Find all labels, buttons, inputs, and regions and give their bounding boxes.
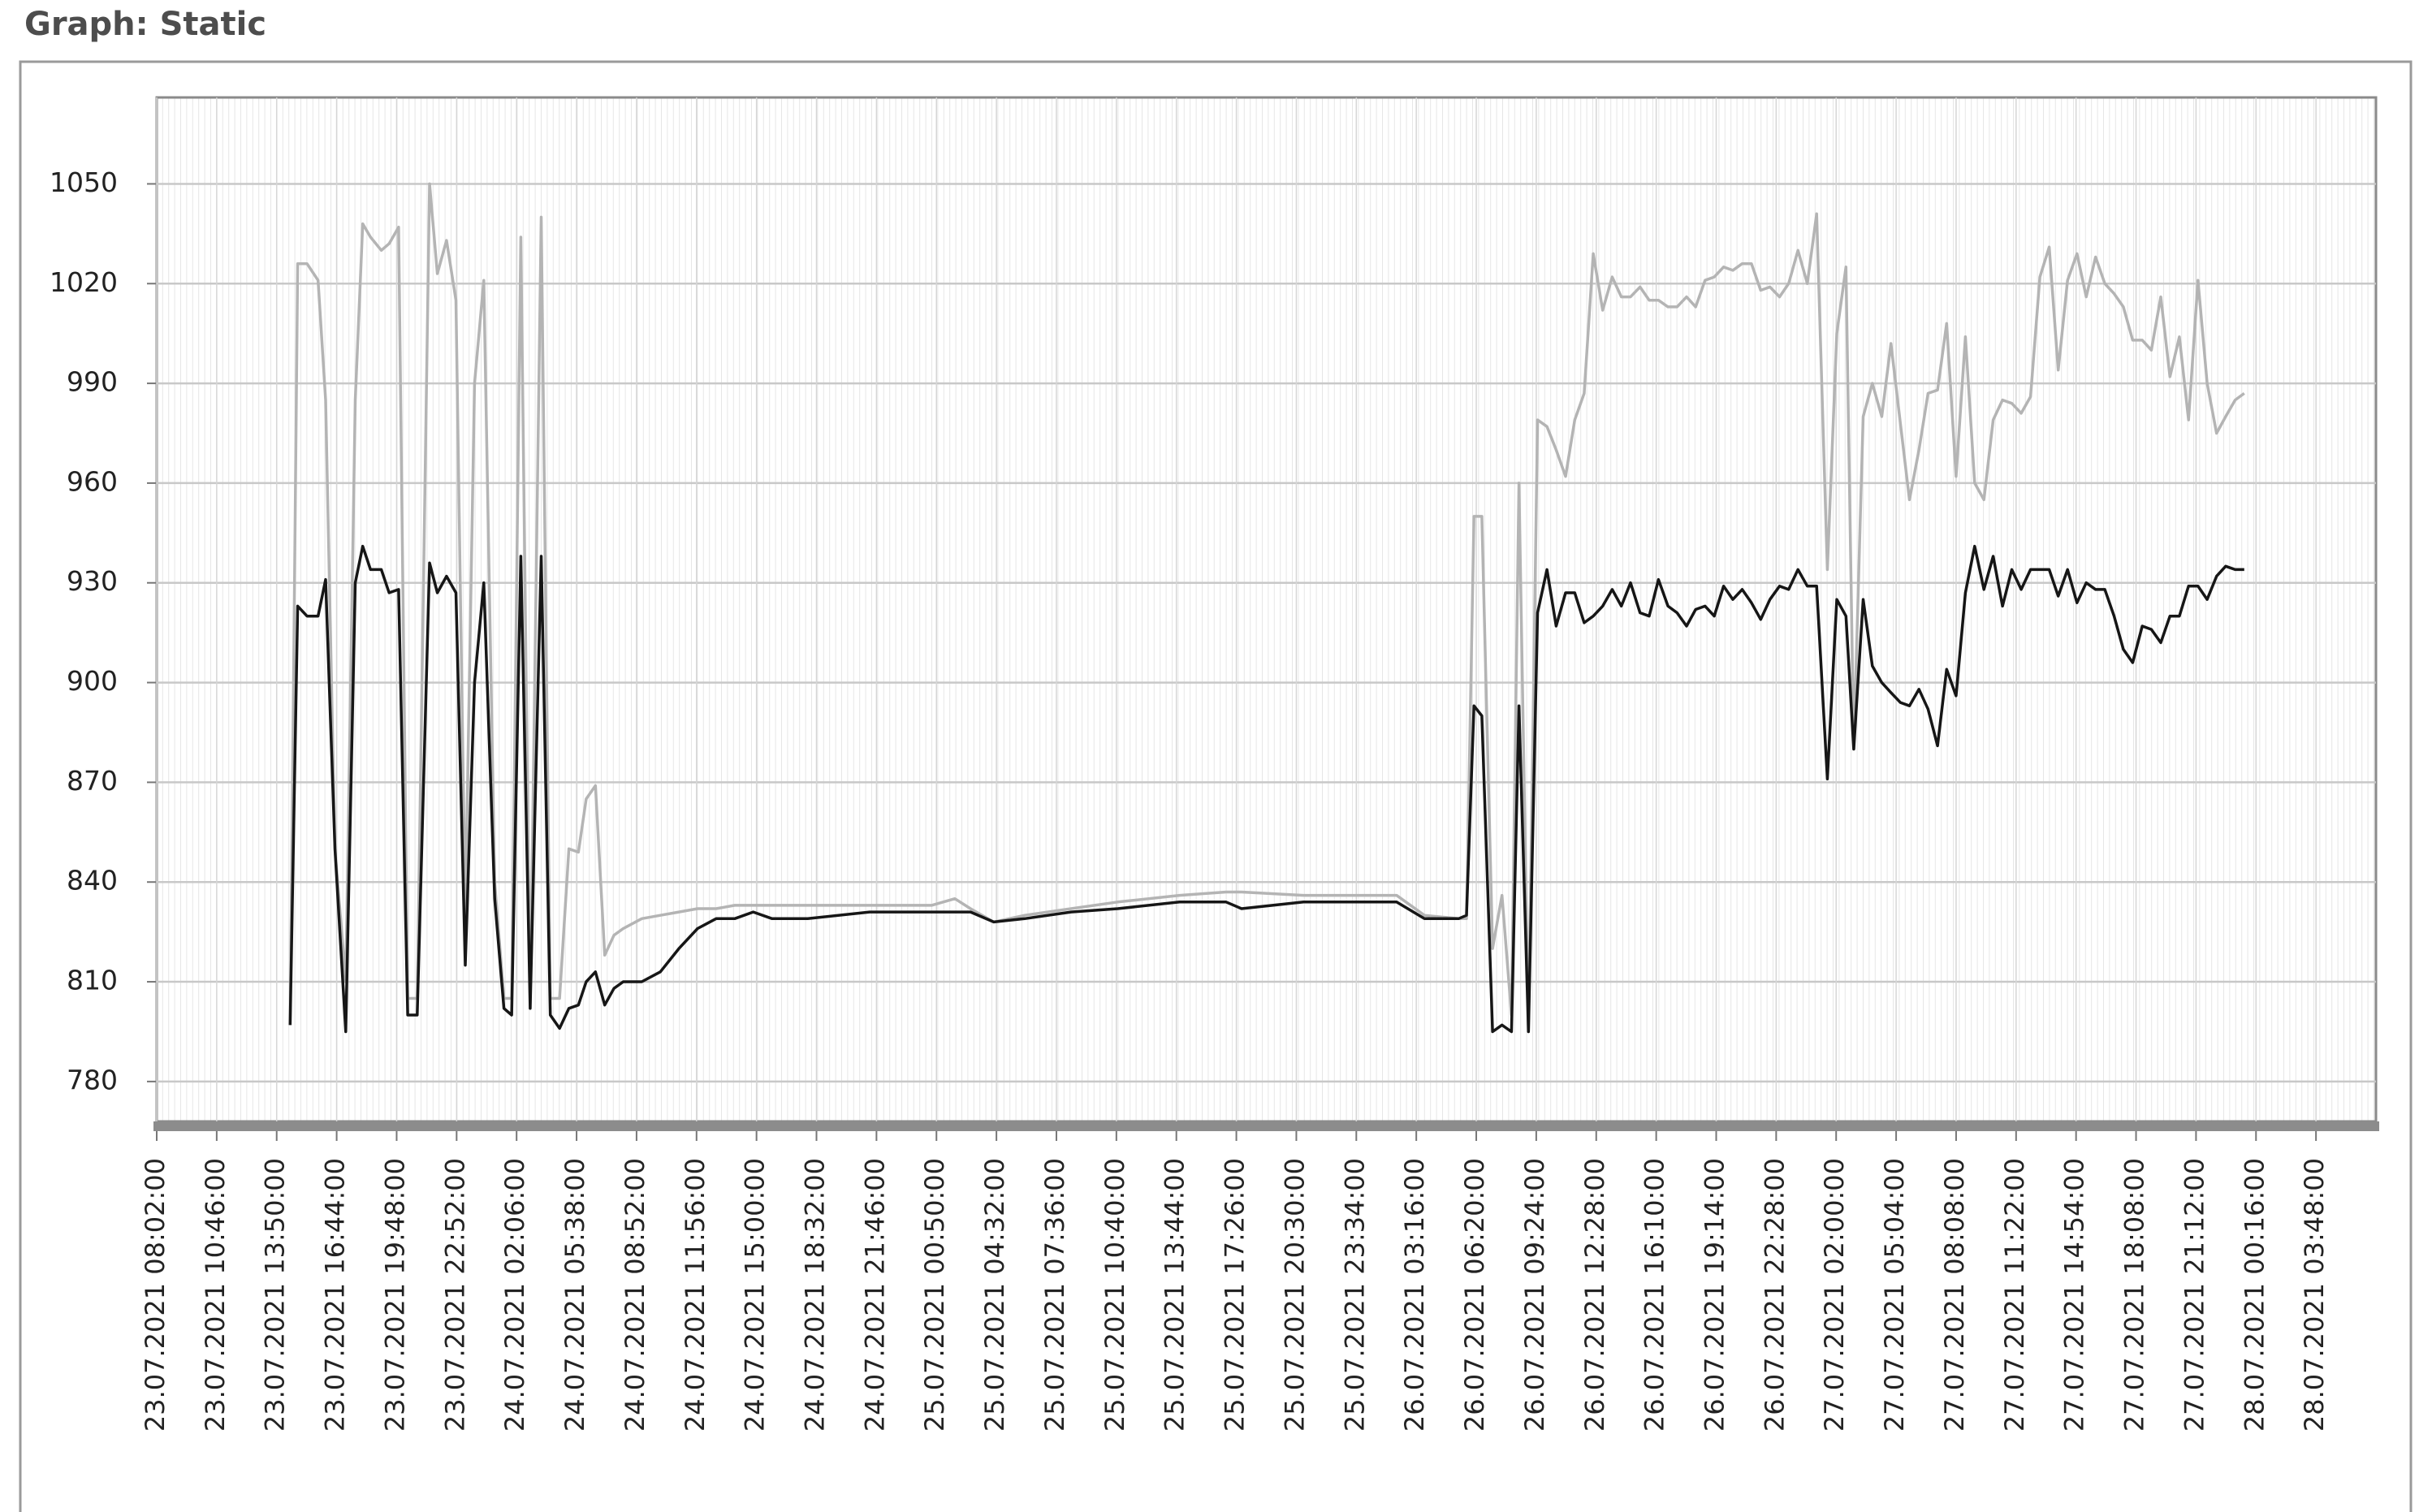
x-tick-label: 23.07.2021 08:02:00 [140, 1158, 171, 1432]
y-tick-label: 810 [67, 965, 118, 996]
x-tick-label: 26.07.2021 03:16:00 [1399, 1158, 1430, 1432]
y-tick-label: 840 [67, 865, 118, 896]
y-tick-label: 990 [67, 366, 118, 398]
y-tick-label: 960 [67, 465, 118, 497]
x-tick-label: 27.07.2021 02:00:00 [1819, 1158, 1850, 1432]
chart-title: Graph: Static [24, 6, 266, 43]
x-tick-label: 26.07.2021 19:14:00 [1699, 1158, 1730, 1432]
x-tick-label: 26.07.2021 09:24:00 [1519, 1158, 1550, 1432]
x-tick-label: 25.07.2021 13:44:00 [1160, 1158, 1190, 1432]
x-tick-label: 25.07.2021 00:50:00 [919, 1158, 950, 1432]
y-tick-label: 1020 [50, 266, 118, 298]
x-tick-label: 27.07.2021 08:08:00 [1939, 1158, 1970, 1432]
x-tick-label: 26.07.2021 12:28:00 [1579, 1158, 1610, 1432]
x-tick-label: 27.07.2021 18:08:00 [2119, 1158, 2150, 1432]
x-tick-label: 24.07.2021 18:32:00 [800, 1158, 831, 1432]
x-tick-label: 24.07.2021 21:46:00 [859, 1158, 890, 1432]
x-tick-label: 25.07.2021 04:32:00 [979, 1158, 1010, 1432]
x-tick-label: 25.07.2021 23:34:00 [1339, 1158, 1370, 1432]
x-tick-label: 28.07.2021 03:48:00 [2299, 1158, 2330, 1432]
x-tick-label: 25.07.2021 20:30:00 [1279, 1158, 1310, 1432]
x-tick-label: 27.07.2021 21:12:00 [2179, 1158, 2209, 1432]
x-tick-label: 27.07.2021 11:22:00 [1999, 1158, 2030, 1432]
x-tick-label: 24.07.2021 15:00:00 [740, 1158, 771, 1432]
x-tick-label: 23.07.2021 22:52:00 [439, 1158, 470, 1432]
x-tick-label: 26.07.2021 06:20:00 [1459, 1158, 1490, 1432]
y-tick-label: 1050 [50, 166, 118, 198]
y-tick-label: 870 [67, 765, 118, 797]
x-tick-label: 23.07.2021 10:46:00 [200, 1158, 231, 1432]
x-tick-label: 23.07.2021 13:50:00 [260, 1158, 291, 1432]
x-tick-label: 28.07.2021 00:16:00 [2239, 1158, 2270, 1432]
x-tick-label: 24.07.2021 08:52:00 [620, 1158, 650, 1432]
x-tick-label: 27.07.2021 05:04:00 [1879, 1158, 1910, 1432]
y-tick-label: 900 [67, 665, 118, 697]
x-tick-label: 23.07.2021 19:48:00 [379, 1158, 410, 1432]
x-tick-label: 26.07.2021 22:28:00 [1759, 1158, 1790, 1432]
x-tick-label: 27.07.2021 14:54:00 [2059, 1158, 2090, 1432]
x-tick-label: 26.07.2021 16:10:00 [1639, 1158, 1670, 1432]
x-tick-label: 24.07.2021 11:56:00 [680, 1158, 711, 1432]
x-tick-label: 24.07.2021 05:38:00 [559, 1158, 590, 1432]
y-tick-label: 780 [67, 1064, 118, 1095]
data-line [288, 544, 2244, 1034]
x-axis-bar [153, 1121, 2379, 1131]
y-tick-label: 930 [67, 565, 118, 597]
x-tick-label: 24.07.2021 02:06:00 [499, 1158, 530, 1432]
x-tick-label: 23.07.2021 16:44:00 [320, 1158, 351, 1432]
x-tick-label: 25.07.2021 10:40:00 [1099, 1158, 1130, 1432]
x-tick-label: 25.07.2021 07:36:00 [1039, 1158, 1070, 1432]
x-tick-label: 25.07.2021 17:26:00 [1220, 1158, 1251, 1432]
